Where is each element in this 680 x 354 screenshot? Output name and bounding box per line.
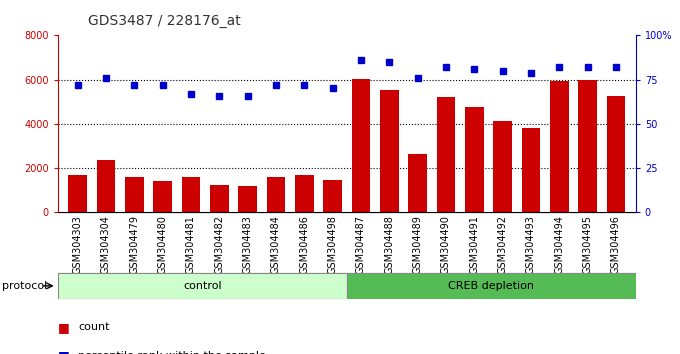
Text: control: control bbox=[183, 281, 222, 291]
Text: GSM304496: GSM304496 bbox=[611, 215, 621, 274]
Text: GSM304479: GSM304479 bbox=[129, 215, 139, 274]
Text: ■: ■ bbox=[58, 349, 69, 354]
Text: GSM304480: GSM304480 bbox=[158, 215, 168, 274]
Bar bbox=[97, 160, 115, 212]
Bar bbox=[239, 186, 257, 212]
Text: GSM304483: GSM304483 bbox=[243, 215, 253, 274]
Text: GSM304482: GSM304482 bbox=[214, 215, 224, 274]
Bar bbox=[494, 121, 512, 212]
Text: GSM304495: GSM304495 bbox=[583, 215, 593, 274]
Text: ■: ■ bbox=[58, 321, 69, 334]
Bar bbox=[210, 185, 228, 212]
Bar bbox=[324, 180, 342, 212]
Text: GSM304498: GSM304498 bbox=[328, 215, 338, 274]
Text: count: count bbox=[78, 322, 109, 332]
Text: GSM304484: GSM304484 bbox=[271, 215, 281, 274]
Bar bbox=[352, 79, 370, 212]
Bar bbox=[607, 96, 625, 212]
Text: GDS3487 / 228176_at: GDS3487 / 228176_at bbox=[88, 14, 241, 28]
Bar bbox=[465, 107, 483, 212]
FancyBboxPatch shape bbox=[347, 273, 636, 299]
Text: GSM304486: GSM304486 bbox=[299, 215, 309, 274]
Bar bbox=[154, 181, 172, 212]
Bar bbox=[125, 177, 143, 212]
Text: GSM304492: GSM304492 bbox=[498, 215, 508, 274]
Text: GSM304304: GSM304304 bbox=[101, 215, 111, 274]
Text: GSM304488: GSM304488 bbox=[384, 215, 394, 274]
Text: percentile rank within the sample: percentile rank within the sample bbox=[78, 351, 266, 354]
Text: CREB depletion: CREB depletion bbox=[448, 281, 534, 291]
Text: GSM304494: GSM304494 bbox=[554, 215, 564, 274]
Bar bbox=[437, 97, 455, 212]
Text: GSM304493: GSM304493 bbox=[526, 215, 536, 274]
Text: GSM304487: GSM304487 bbox=[356, 215, 366, 274]
Bar bbox=[295, 175, 313, 212]
FancyBboxPatch shape bbox=[58, 273, 347, 299]
Text: GSM304303: GSM304303 bbox=[73, 215, 83, 274]
Bar bbox=[579, 80, 597, 212]
Bar bbox=[182, 177, 200, 212]
Bar bbox=[380, 90, 398, 212]
Bar bbox=[409, 154, 427, 212]
Text: GSM304481: GSM304481 bbox=[186, 215, 196, 274]
Text: GSM304489: GSM304489 bbox=[413, 215, 423, 274]
Bar bbox=[522, 128, 540, 212]
Text: protocol: protocol bbox=[2, 281, 48, 291]
Bar bbox=[550, 81, 568, 212]
Text: GSM304491: GSM304491 bbox=[469, 215, 479, 274]
Text: GSM304490: GSM304490 bbox=[441, 215, 451, 274]
Bar bbox=[267, 177, 285, 212]
Bar bbox=[69, 175, 87, 212]
